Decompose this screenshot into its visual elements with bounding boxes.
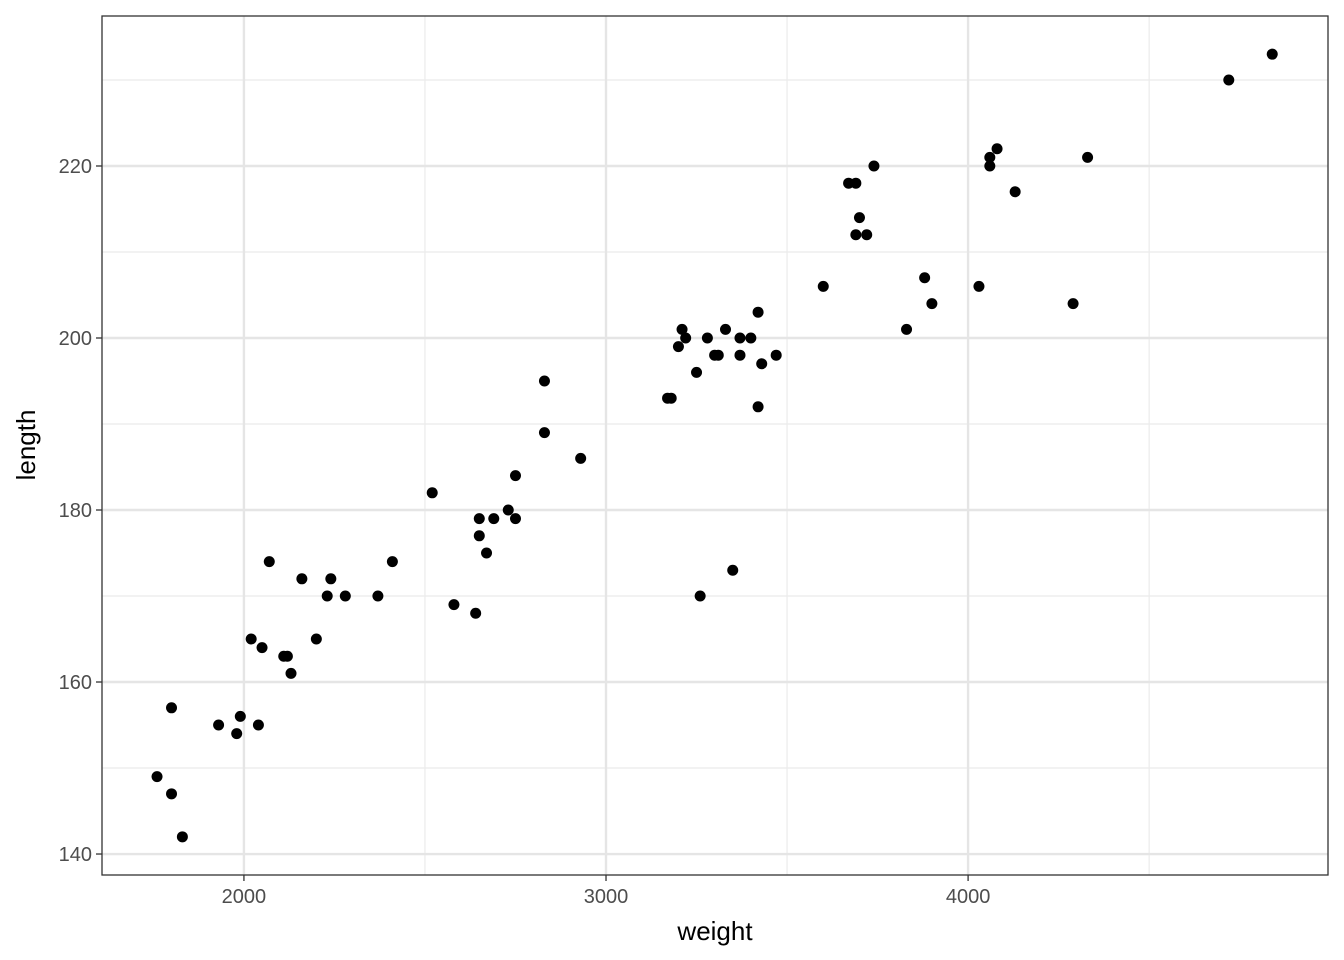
point	[252, 719, 264, 731]
point	[310, 633, 322, 645]
point	[470, 607, 482, 619]
point	[509, 470, 521, 482]
point	[694, 590, 706, 602]
point	[1266, 48, 1278, 60]
point	[727, 564, 739, 576]
point	[575, 452, 587, 464]
point	[701, 332, 713, 344]
x-tick-label: 4000	[946, 886, 991, 908]
point	[151, 771, 163, 783]
point	[502, 504, 514, 516]
point	[426, 487, 438, 499]
y-axis-label: length	[11, 410, 41, 481]
point	[926, 298, 938, 310]
point	[1082, 151, 1094, 163]
point	[473, 513, 485, 525]
point	[734, 349, 746, 361]
y-tick-label: 140	[59, 844, 92, 866]
point	[448, 599, 460, 611]
point	[850, 177, 862, 189]
point	[853, 212, 865, 224]
point	[680, 332, 692, 344]
y-tick-label: 200	[59, 328, 92, 350]
point	[1223, 74, 1235, 86]
point	[386, 556, 398, 568]
point	[481, 547, 493, 559]
point	[285, 667, 297, 679]
point	[321, 590, 333, 602]
point	[984, 151, 996, 163]
y-tick-label: 160	[59, 672, 92, 694]
points	[151, 48, 1278, 843]
point	[665, 392, 677, 404]
point	[1067, 298, 1079, 310]
point	[770, 349, 782, 361]
point	[752, 306, 764, 318]
point	[166, 702, 178, 714]
point	[509, 513, 521, 525]
panel-border	[101, 15, 1329, 876]
point	[538, 427, 550, 439]
point	[861, 229, 873, 241]
point	[256, 642, 268, 654]
point	[245, 633, 257, 645]
point	[756, 358, 768, 370]
point	[901, 323, 913, 335]
point	[234, 710, 246, 722]
point	[752, 401, 764, 413]
point	[231, 728, 243, 740]
point	[296, 573, 308, 585]
x-tick-label: 2000	[222, 886, 267, 908]
point	[166, 788, 178, 800]
point	[325, 573, 337, 585]
point	[339, 590, 351, 602]
point	[691, 366, 703, 378]
y-tick-label: 220	[59, 156, 92, 178]
point	[538, 375, 550, 387]
point	[281, 650, 293, 662]
y-tick-label: 180	[59, 500, 92, 522]
grid	[102, 16, 1328, 875]
point	[473, 530, 485, 542]
point	[712, 349, 724, 361]
point	[868, 160, 880, 172]
point	[973, 280, 985, 292]
point	[720, 323, 732, 335]
point	[488, 513, 500, 525]
point	[372, 590, 384, 602]
point	[984, 160, 996, 172]
point	[850, 229, 862, 241]
point	[745, 332, 757, 344]
point	[176, 831, 188, 843]
point	[263, 556, 275, 568]
point	[676, 323, 688, 335]
point	[991, 143, 1003, 155]
point	[672, 341, 684, 353]
point	[734, 332, 746, 344]
point	[919, 272, 931, 284]
x-tick-label: 3000	[584, 886, 629, 908]
point	[213, 719, 225, 731]
point	[817, 280, 829, 292]
x-axis-label: weight	[676, 916, 753, 946]
point	[1009, 186, 1021, 198]
